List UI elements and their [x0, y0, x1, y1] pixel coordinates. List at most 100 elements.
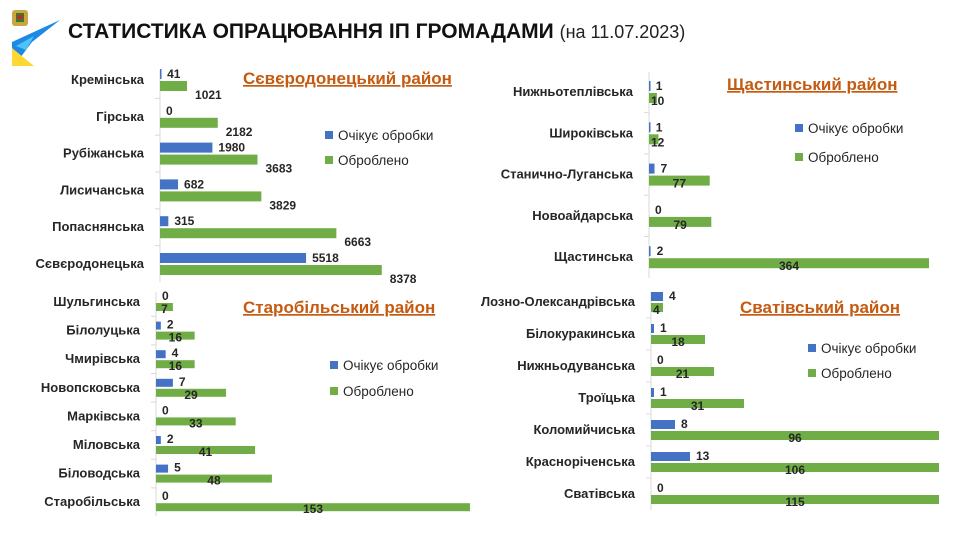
bar-pending: [160, 253, 307, 263]
value-label-pending: 0: [657, 481, 664, 495]
bar-processed: [651, 367, 714, 376]
category-label: Красноріченська: [526, 454, 636, 469]
value-label-processed: 3829: [269, 198, 296, 212]
value-label-processed: 10: [651, 94, 665, 108]
value-label-processed: 4: [653, 303, 660, 317]
legend-label: Оброблено: [338, 153, 409, 168]
bar-pending: [651, 420, 675, 429]
bar-processed: [156, 474, 272, 483]
bar-processed: [649, 258, 929, 269]
chart-panel-1: Сєвєродонецький район Кремінська 41 1021 Гір…: [36, 67, 452, 286]
legend-swatch: [795, 124, 803, 132]
legend-swatch: [808, 344, 816, 352]
category-label: Щастинська: [554, 249, 634, 264]
category-label: Гірська: [96, 109, 145, 124]
bar-processed: [156, 503, 470, 512]
value-label-processed: 29: [184, 388, 198, 402]
value-label-processed: 12: [651, 135, 665, 149]
category-label: Новоайдарська: [532, 208, 633, 223]
bar-processed: [649, 93, 657, 103]
bar-pending: [160, 69, 162, 79]
value-label-processed: 79: [673, 218, 687, 232]
bar-processed: [649, 216, 712, 227]
bar-pending: [651, 324, 654, 333]
legend-label: Оброблено: [808, 150, 879, 165]
chart-title: Старобільський район: [243, 298, 435, 317]
value-label-processed: 48: [207, 474, 221, 488]
bar-pending: [649, 81, 651, 91]
value-label-pending: 1: [656, 79, 663, 93]
bar-pending: [160, 179, 179, 190]
bar-processed: [160, 81, 188, 91]
bar-processed: [160, 265, 382, 275]
bar-pending: [651, 388, 654, 397]
bar-processed: [160, 228, 337, 239]
bar-processed: [651, 399, 744, 408]
value-label-processed: 96: [788, 431, 802, 445]
value-label-pending: 7: [179, 375, 186, 389]
chart-title: Сватівський район: [740, 298, 900, 317]
value-label-pending: 7: [661, 162, 668, 176]
legend-swatch: [808, 369, 816, 377]
category-label: Білолуцька: [66, 323, 140, 338]
report-date: (на 11.07.2023): [559, 22, 686, 42]
value-label-pending: 2: [167, 432, 174, 446]
bar-pending: [649, 246, 651, 257]
bar-pending: [651, 452, 690, 461]
value-label-pending: 0: [162, 289, 169, 303]
bar-processed: [651, 335, 705, 344]
chart-title: Сєвєродонецький район: [243, 69, 452, 88]
bar-processed: [160, 117, 218, 128]
bar-processed: [156, 446, 256, 454]
value-label-processed: 106: [785, 463, 805, 477]
bar-pending: [651, 292, 663, 301]
category-label: Рубіжанська: [63, 146, 145, 161]
value-label-pending: 2: [657, 244, 664, 258]
bar-processed: [649, 134, 659, 145]
legend-label: Очікує обробки: [821, 341, 916, 356]
page-title: СТАТИСТИКА ОПРАЦЮВАННЯ ІП ГРОМАДАМИ (на …: [68, 20, 685, 44]
category-label: Старобільська: [44, 494, 140, 509]
category-label: Лозно-Олександрівська: [481, 294, 636, 309]
bar-processed: [156, 388, 227, 397]
value-label-processed: 1021: [195, 88, 222, 102]
value-label-processed: 3683: [265, 162, 292, 176]
value-label-processed: 41: [199, 445, 213, 459]
category-label: Біловодська: [58, 466, 140, 481]
bar-pending: [156, 350, 166, 359]
value-label-processed: 8378: [390, 272, 417, 286]
value-label-processed: 33: [189, 416, 203, 430]
category-label: Сєвєродонецька: [36, 256, 145, 271]
category-label: Міловська: [73, 437, 141, 452]
value-label-processed: 31: [691, 399, 705, 413]
value-label-processed: 6663: [344, 235, 371, 249]
bar-pending: [649, 122, 651, 133]
category-label: Марківська: [67, 408, 141, 423]
value-label-pending: 0: [166, 104, 173, 118]
value-label-pending: 315: [174, 214, 194, 228]
page-title-text: СТАТИСТИКА ОПРАЦЮВАННЯ ІП ГРОМАДАМИ: [68, 20, 554, 43]
category-label: Шульгинська: [53, 294, 140, 309]
value-label-processed: 21: [676, 367, 690, 381]
bar-processed: [156, 417, 236, 426]
bar-pending: [156, 321, 161, 330]
category-label: Новопсковська: [41, 380, 141, 395]
value-label-pending: 8: [681, 417, 688, 431]
category-label: Коломийчиська: [533, 422, 635, 437]
legend-label: Очікує обробки: [338, 128, 433, 143]
value-label-processed: 16: [169, 359, 183, 373]
legend-label: Очікує обробки: [343, 358, 438, 373]
value-label-pending: 0: [162, 403, 169, 417]
category-label: Нижньотеплівська: [513, 84, 634, 99]
value-label-pending: 1: [660, 321, 667, 335]
legend-swatch: [795, 153, 803, 161]
bar-pending: [156, 464, 169, 473]
value-label-pending: 0: [162, 489, 169, 503]
value-label-processed: 16: [169, 331, 183, 345]
legend-label: Оброблено: [343, 384, 414, 399]
chart-title: Щастинський район: [727, 75, 897, 94]
value-label-pending: 1: [660, 385, 667, 399]
legend-swatch: [330, 387, 338, 395]
logo-icon: [12, 10, 60, 66]
